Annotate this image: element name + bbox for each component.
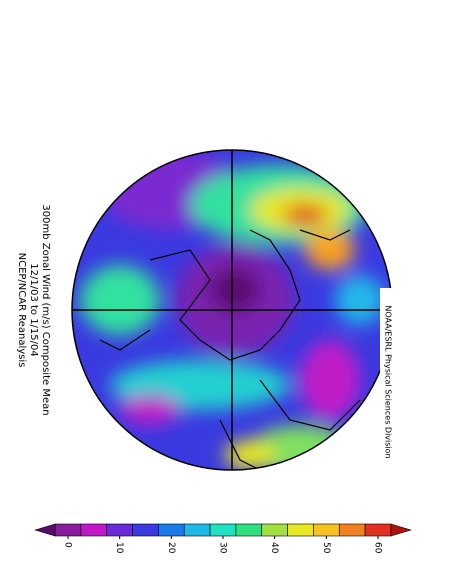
colorbar-end (390, 523, 412, 537)
colorbar-end (34, 523, 56, 537)
title-line: 300mb Zonal Wind (m/s) Composite Mean (40, 204, 51, 415)
map (72, 150, 392, 470)
title-line: NCEP/NCAR Reanalysis (16, 253, 27, 368)
colorbar-box (183, 523, 211, 537)
colorbar-box (364, 523, 392, 537)
colorbar-box (261, 523, 288, 537)
colorbar-tick-label: 10 (114, 542, 124, 554)
colorbar-box (235, 523, 263, 537)
colorbar-box (106, 523, 133, 537)
colorbar-tick-label: 50 (321, 542, 331, 554)
colorbar-box (287, 523, 314, 537)
colorbar-box (313, 523, 340, 537)
colorbar-tick-label: 20 (166, 542, 176, 554)
credit-box (380, 288, 396, 476)
colorbar-box (158, 523, 185, 537)
colorbar-tick-label: 40 (269, 542, 279, 554)
colorbar: 0 10 20 30 40 50 60 (34, 523, 412, 554)
colorbar-box (209, 523, 237, 537)
title: 300mb Zonal Wind (m/s) Composite Mean12/… (16, 204, 51, 415)
colorbar-box (54, 523, 82, 537)
colorbar-box (338, 523, 366, 537)
colorbar-tick-label: 0 (63, 542, 73, 548)
title-line: 12/1/03 to 1/15/04 (28, 263, 39, 357)
colorbar-box (132, 523, 159, 537)
colorbar-box (80, 523, 108, 537)
colorbar-tick-label: 60 (373, 542, 383, 554)
credit: NOAA/ESRL Physical Sciences Division (384, 305, 393, 458)
colorbar-tick-label: 30 (218, 542, 228, 554)
